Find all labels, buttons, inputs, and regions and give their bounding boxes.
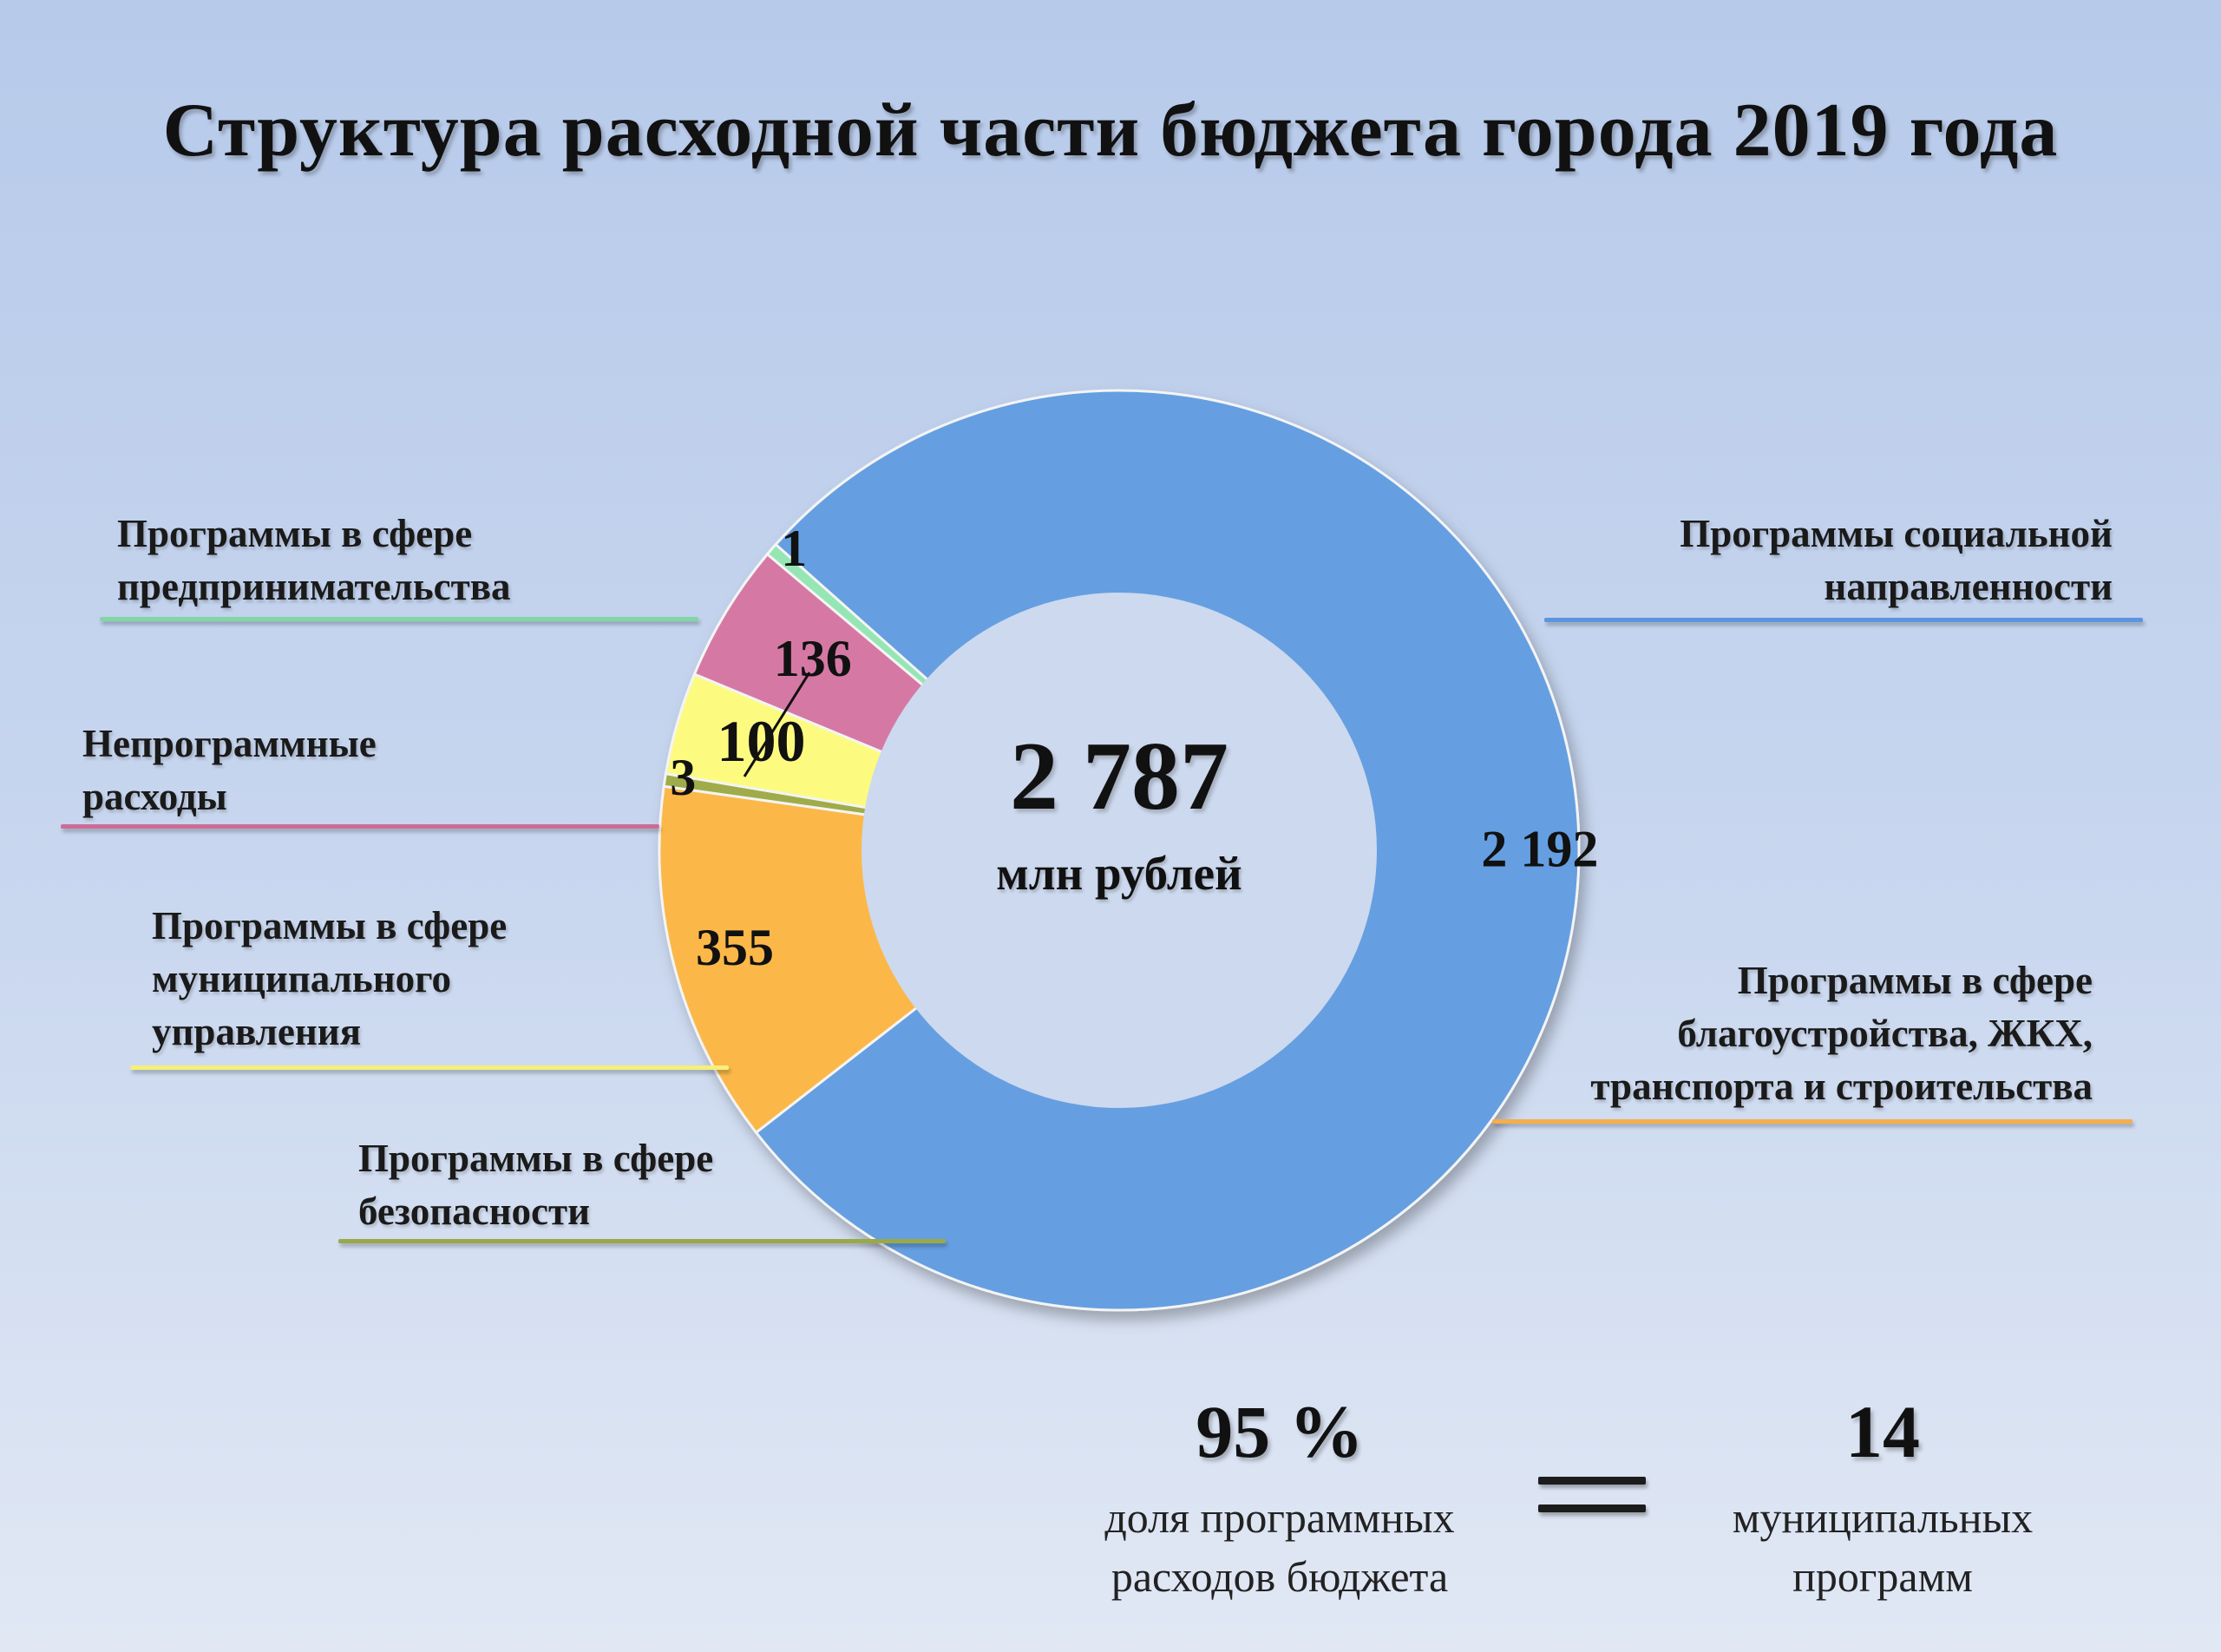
equals-bar-top	[1538, 1477, 1646, 1485]
chart-title: Структура расходной части бюджета города…	[162, 88, 2059, 173]
legend-line-2: расходы	[82, 775, 227, 818]
legend-line-2: муниципального	[152, 957, 451, 1000]
programs-value: 14	[1845, 1390, 1920, 1473]
share-caption: доля программных расходов бюджета	[1019, 1488, 1540, 1606]
value-label-social: 2 192	[1481, 821, 1598, 878]
value-label-business: 1	[781, 520, 807, 577]
legend-line-2: направленности	[1824, 565, 2113, 608]
legend-label-business: Программы в сфере предпринимательства	[117, 508, 724, 613]
share-value: 95 %	[1196, 1390, 1364, 1473]
legend-line-1: Программы в сфере	[152, 904, 508, 947]
legend-line-3: управления	[152, 1010, 362, 1053]
legend-line-2: предпринимательства	[117, 565, 511, 608]
legend-line-3: транспорта и строительства	[1590, 1065, 2093, 1108]
caption-line-1: доля программных	[1104, 1493, 1455, 1542]
value-label-improvement: 355	[696, 919, 774, 976]
legend-underline-social	[1544, 618, 2143, 622]
legend-line-1: Программы в сфере	[117, 512, 473, 555]
legend-line-1: Непрограммные	[82, 722, 377, 765]
legend-underline-nonprogram	[61, 824, 659, 829]
legend-label-improvement: Программы в сфере благоустройства, ЖКХ, …	[1475, 954, 2093, 1113]
caption-line-2: расходов бюджета	[1110, 1552, 1449, 1601]
caption-line-1: муниципальных	[1732, 1493, 2034, 1542]
equals-sign	[1538, 1477, 1646, 1522]
value-label-security: 3	[670, 749, 696, 806]
equals-bar-bottom	[1538, 1504, 1646, 1512]
legend-line-2: благоустройства, ЖКХ,	[1677, 1012, 2093, 1055]
legend-line-1: Программы социальной	[1680, 512, 2113, 555]
legend-label-social: Программы социальной направленности	[1475, 508, 2113, 613]
value-label-municipal: 100	[717, 708, 805, 774]
value-label-nonprogram: 136	[774, 630, 852, 687]
total-unit: млн рублей	[996, 847, 1242, 900]
legend-line-1: Программы в сфере	[1737, 959, 2093, 1002]
total-value: 2 787	[1010, 723, 1228, 830]
legend-underline-municipal	[130, 1065, 729, 1070]
legend-underline-improvement	[1492, 1119, 2133, 1124]
legend-underline-business	[100, 617, 698, 621]
donut-hole	[862, 593, 1377, 1108]
caption-line-2: программ	[1792, 1552, 1973, 1601]
legend-underline-security	[338, 1239, 946, 1243]
leader-line-business	[743, 672, 811, 777]
legend-line-1: Программы в сфере	[358, 1137, 714, 1180]
legend-label-municipal: Программы в сфере муниципального управле…	[152, 900, 759, 1059]
programs-caption: муниципальных программ	[1666, 1488, 2100, 1606]
legend-label-nonprogram: Непрограммные расходы	[82, 718, 690, 823]
legend-label-security: Программы в сфере безопасности	[358, 1132, 966, 1238]
legend-line-2: безопасности	[358, 1190, 591, 1233]
